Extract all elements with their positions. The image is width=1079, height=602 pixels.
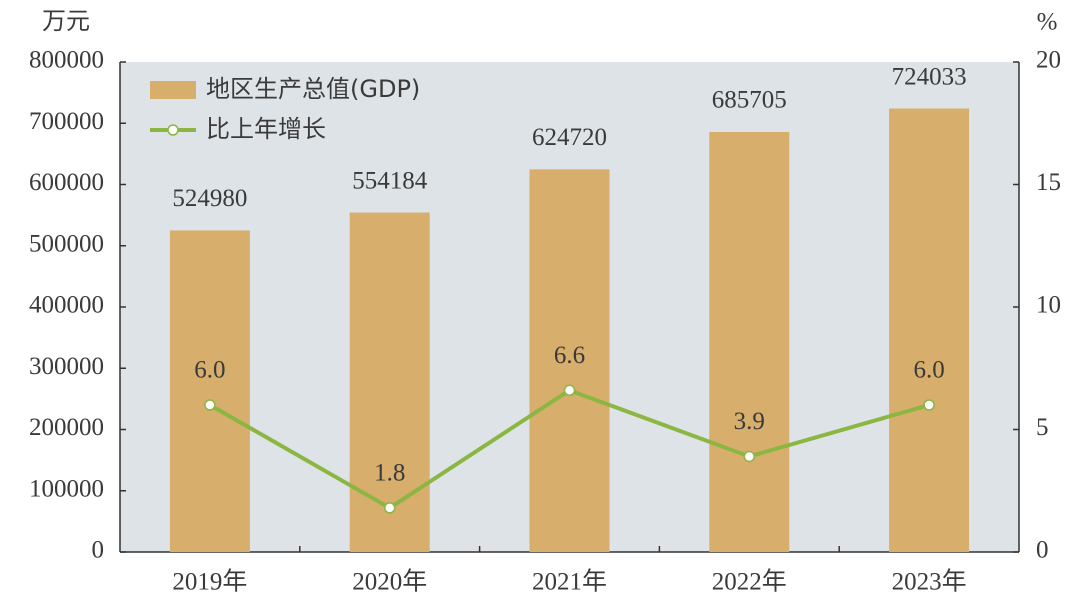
x-tick-label: 2023年 (892, 568, 967, 596)
legend-label: 地区生产总值(GDP) (206, 75, 420, 103)
x-tick-label: 2022年 (712, 568, 787, 596)
line-point (204, 399, 216, 411)
y2-axis-label: % (1037, 9, 1058, 36)
y2-tick-label: 15 (1036, 169, 1061, 196)
bar (889, 108, 970, 552)
y-tick-label: 700000 (29, 108, 104, 135)
x-tick-label: 2021年 (532, 568, 607, 596)
line-point (743, 450, 756, 463)
line-point (383, 502, 396, 514)
bar (349, 212, 430, 552)
y-tick-label: 300000 (29, 353, 104, 380)
y-tick-label: 500000 (29, 230, 104, 257)
bar-value-label: 624720 (532, 124, 607, 151)
x-tick-label: 2019年 (172, 568, 247, 596)
bar (709, 132, 790, 553)
bar (169, 230, 250, 552)
y2-tick-label: 5 (1036, 414, 1049, 441)
y2-tick-label: 0 (1036, 537, 1049, 564)
x-tick-label: 2020年 (352, 568, 427, 596)
y-tick-label: 400000 (29, 292, 104, 319)
y-tick-label: 600000 (29, 169, 104, 196)
y-tick-label: 0 (92, 537, 105, 564)
line-value-label: 6.6 (554, 342, 585, 369)
y2-tick-label: 20 (1036, 47, 1061, 74)
legend-label: 比上年增长 (206, 115, 326, 143)
bar (529, 169, 610, 552)
bar-value-label: 724033 (892, 63, 967, 90)
legend-marker (167, 124, 179, 136)
y-axis-label: 万元 (42, 7, 90, 35)
y2-tick-label: 10 (1036, 292, 1061, 319)
y-tick-label: 200000 (29, 414, 104, 441)
bar-value-label: 685705 (712, 87, 787, 114)
line-value-label: 3.9 (734, 408, 765, 435)
y-tick-label: 100000 (29, 475, 104, 502)
line-value-label: 1.8 (374, 460, 405, 487)
legend-swatch (150, 81, 196, 99)
line-value-label: 6.0 (194, 357, 225, 384)
y-tick-label: 800000 (29, 47, 104, 74)
line-value-label: 6.0 (913, 357, 944, 384)
line-point (563, 384, 576, 397)
bar-value-label: 524980 (172, 185, 247, 212)
bar-value-label: 554184 (352, 167, 428, 194)
line-point (923, 399, 935, 411)
